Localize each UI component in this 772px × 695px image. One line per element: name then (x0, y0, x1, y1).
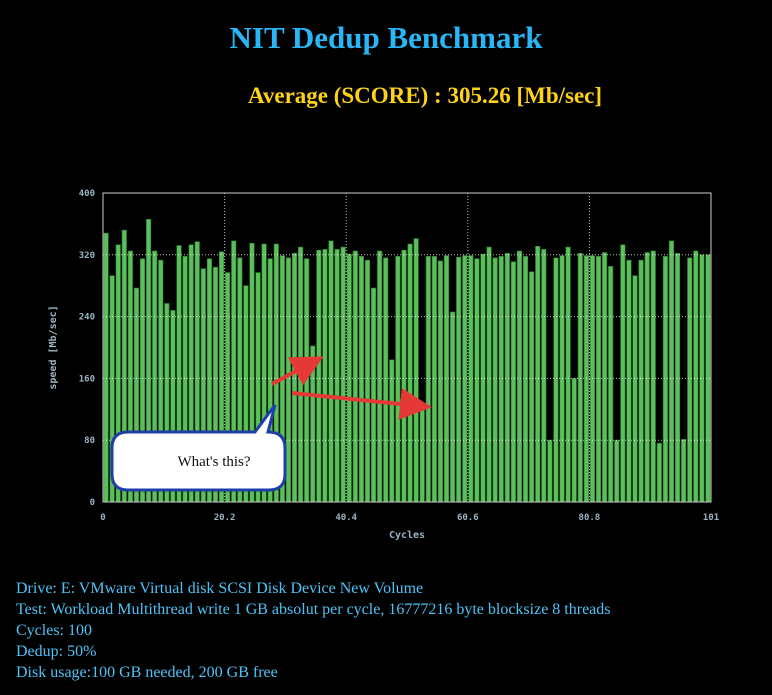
bar (529, 271, 535, 503)
bar (377, 250, 383, 503)
bar (553, 257, 559, 503)
bar (632, 275, 638, 503)
bar (103, 232, 109, 503)
disk-usage-line: Disk usage:100 GB needed, 200 GB free (16, 664, 278, 681)
bar (310, 345, 316, 503)
bar (510, 261, 516, 503)
dedup-line: Dedup: 50% (16, 643, 97, 660)
test-info: Drive: E: VMware Virtual disk SCSI Disk … (16, 578, 611, 683)
bar (681, 439, 687, 503)
bar (595, 256, 602, 503)
bar (437, 260, 443, 503)
bar (535, 246, 541, 503)
bar (614, 439, 620, 503)
callout-text: What's this? (177, 454, 250, 470)
callout-bubble (110, 404, 287, 492)
bar (516, 250, 523, 503)
bar (620, 244, 626, 503)
bar (340, 246, 346, 503)
plot-frame (102, 192, 712, 503)
bar (565, 246, 571, 503)
x-tick-label: 101 (703, 513, 719, 523)
x-axis-label: Cycles (389, 530, 425, 541)
bar (577, 252, 583, 503)
bar (474, 258, 480, 503)
bar (602, 252, 608, 503)
bar (328, 240, 334, 503)
bar (456, 256, 462, 503)
bar (668, 240, 675, 503)
bar (638, 259, 644, 503)
bar (675, 252, 681, 503)
y-tick-label: 240 (79, 313, 95, 323)
bar (431, 256, 437, 503)
bar (364, 259, 371, 503)
average-score: Average (SCORE) : 305.26 [Mb/sec] (247, 83, 603, 108)
y-tick-label: 80 (84, 436, 95, 446)
x-tick-label: 40.4 (335, 513, 357, 523)
chart-title: NIT Dedup Benchmark (229, 20, 543, 55)
bar (650, 250, 656, 503)
bar (285, 257, 291, 503)
bar (358, 256, 364, 503)
bar (656, 442, 662, 503)
y-tick-label: 400 (79, 189, 95, 199)
bar (291, 252, 298, 503)
x-tick-label: 0 (100, 513, 105, 523)
drive-line: Drive: E: VMware Virtual disk SCSI Disk … (16, 580, 424, 597)
bar (316, 249, 322, 503)
bar (407, 243, 413, 503)
x-tick-label: 20.2 (214, 513, 236, 523)
y-tick-label: 160 (79, 374, 95, 384)
bar (419, 408, 425, 503)
test-line: Test: Workload Multithread write 1 GB ab… (16, 601, 611, 618)
bar (322, 249, 328, 503)
bar (541, 249, 547, 503)
bar (352, 250, 358, 503)
bar (608, 266, 614, 503)
bar (504, 252, 510, 503)
bar (304, 258, 310, 503)
arrow-2 (291, 388, 432, 420)
bar (425, 256, 431, 503)
bar (450, 311, 456, 503)
y-tick-label: 0 (90, 498, 95, 508)
bar (383, 257, 389, 503)
bar-chart: 0 80 160 240 320 400 0 20.2 40.4 60.6 80.8 101 Cycle… (48, 189, 719, 541)
bar (547, 439, 553, 503)
bar (486, 246, 492, 503)
bar (334, 249, 340, 503)
arrow-1 (271, 356, 324, 386)
bar (298, 246, 304, 503)
bar (413, 238, 419, 503)
bar (523, 256, 529, 503)
bar (626, 259, 632, 503)
bar (693, 250, 699, 503)
bar (644, 252, 650, 503)
bar (492, 257, 498, 503)
x-tick-label: 80.8 (579, 513, 601, 523)
bar (371, 287, 377, 503)
bar (395, 256, 401, 503)
y-tick-label: 320 (79, 251, 95, 261)
cycles-line: Cycles: 100 (16, 622, 92, 639)
bar (662, 256, 668, 503)
bar (687, 257, 693, 503)
bar (389, 359, 395, 503)
x-tick-label: 60.6 (457, 513, 479, 523)
y-axis-label: speed [Mb/sec] (48, 305, 59, 389)
bar (401, 249, 407, 503)
bar (498, 256, 504, 503)
